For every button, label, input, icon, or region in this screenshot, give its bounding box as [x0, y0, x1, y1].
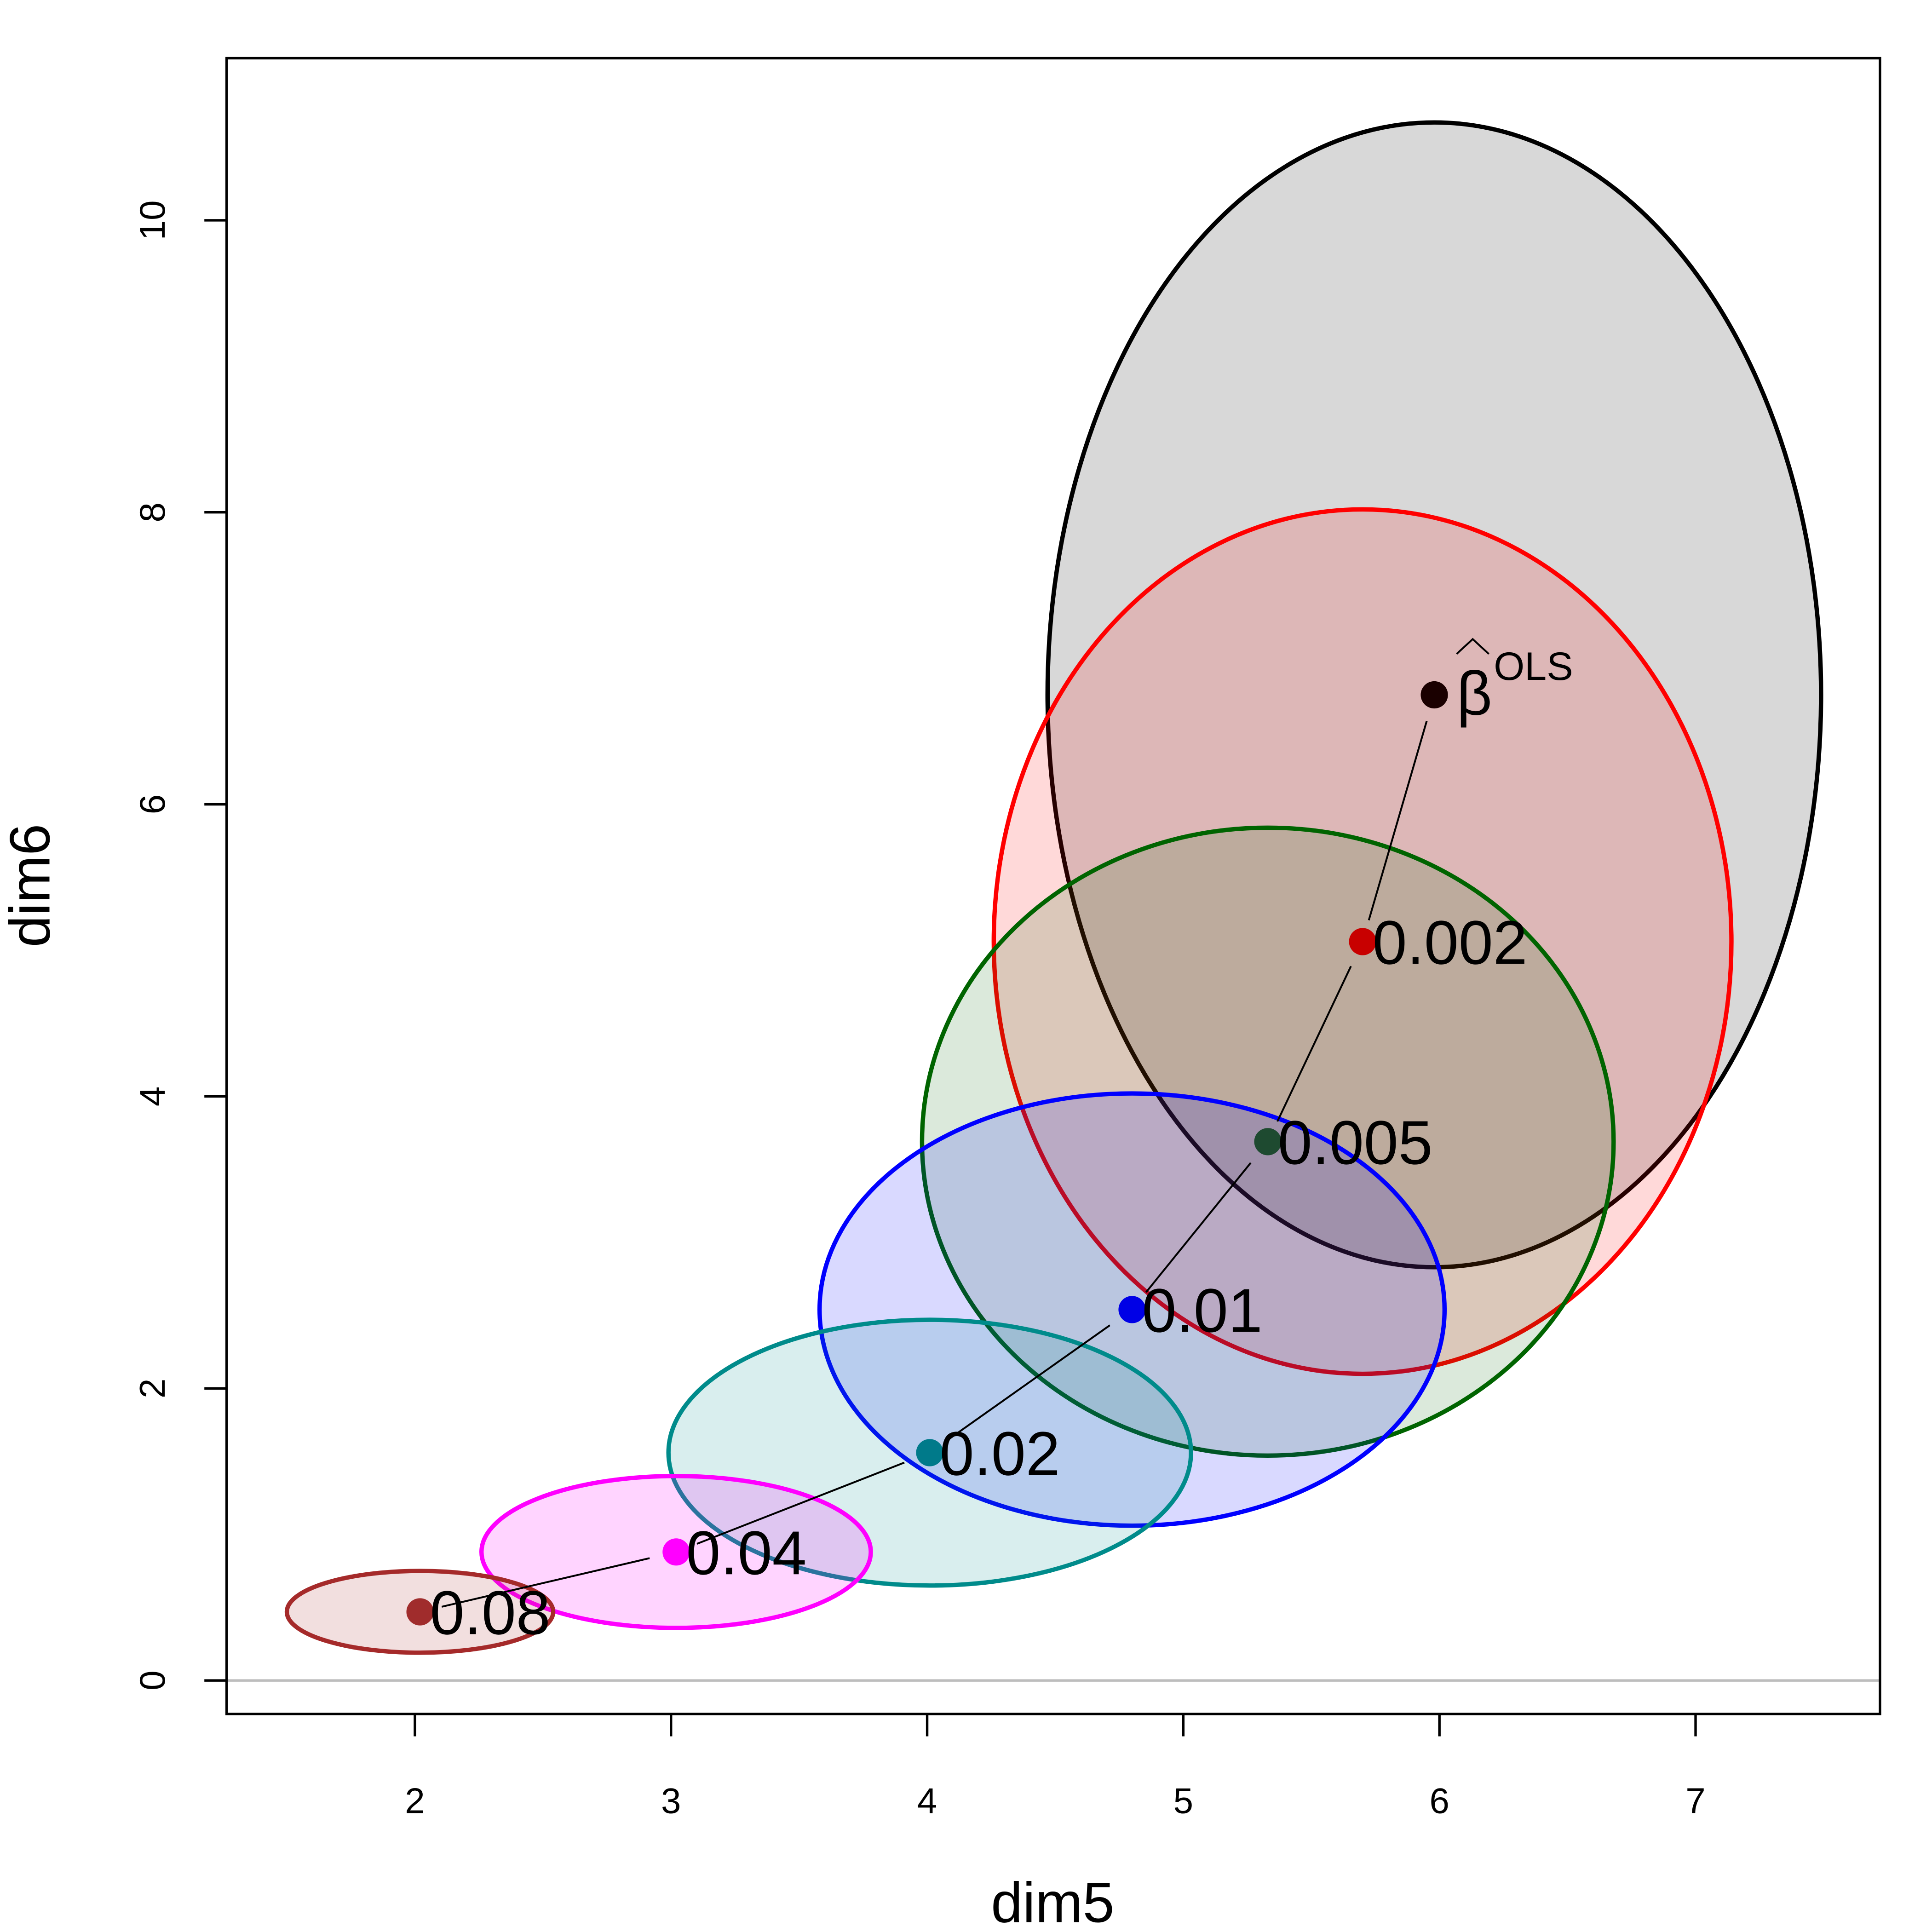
y-tick-label: 0 [132, 1670, 172, 1690]
point-0 [406, 1598, 434, 1626]
hat-icon [1456, 638, 1489, 655]
point-5 [1349, 928, 1376, 955]
path-connectors [441, 720, 1428, 1608]
point-2 [916, 1439, 943, 1466]
point-1 [662, 1538, 690, 1566]
x-tick-label: 4 [917, 1781, 937, 1821]
point-3 [1118, 1296, 1146, 1323]
x-axis: 2 3 4 5 6 7 [405, 1713, 1706, 1821]
y-axis-title: dim6 [0, 824, 62, 947]
point-4 [1254, 1128, 1282, 1156]
point-label-4: 0.005 [1278, 1108, 1433, 1177]
point-label-5: 0.002 [1373, 908, 1528, 977]
x-tick-label: 3 [661, 1781, 681, 1821]
connector-3 [1145, 1162, 1252, 1293]
data-points: 0.08 0.04 0.02 0.01 0.005 0.002 β OLS [406, 638, 1573, 1647]
x-tick-label: 5 [1173, 1781, 1193, 1821]
x-axis-title: dim5 [991, 1871, 1114, 1932]
point-6 [1420, 681, 1448, 709]
y-tick-label: 10 [132, 200, 172, 240]
y-tick-label: 8 [132, 502, 172, 522]
y-axis: 0 2 4 6 8 10 [132, 200, 228, 1690]
y-tick-label: 6 [132, 794, 172, 814]
point-label-6: β [1457, 659, 1492, 728]
connector-1 [696, 1461, 905, 1545]
point-label-3: 0.01 [1142, 1276, 1263, 1345]
point-label-0: 0.08 [430, 1578, 551, 1647]
connector-0 [441, 1557, 650, 1608]
connector-5 [1368, 720, 1428, 920]
connector-4 [1276, 966, 1352, 1122]
connector-2 [947, 1324, 1110, 1441]
x-tick-label: 2 [405, 1781, 425, 1821]
y-tick-label: 4 [132, 1087, 172, 1106]
x-tick-label: 6 [1429, 1781, 1449, 1821]
point-label-superscript: OLS [1494, 644, 1573, 689]
point-label-1: 0.04 [686, 1518, 806, 1587]
x-tick-label: 7 [1685, 1781, 1705, 1821]
point-label-2: 0.02 [940, 1419, 1060, 1488]
y-tick-label: 2 [132, 1379, 172, 1398]
